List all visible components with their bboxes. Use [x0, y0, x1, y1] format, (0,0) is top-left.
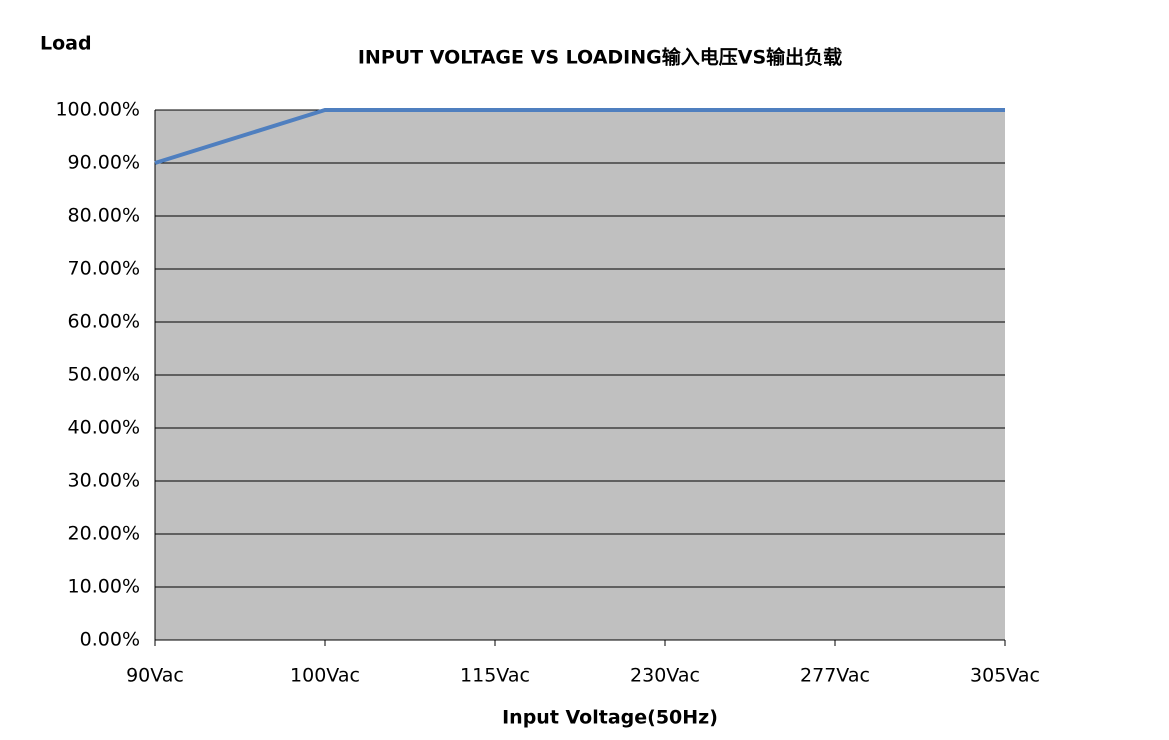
x-tick-label: 277Vac [800, 665, 870, 687]
y-tick-label: 0.00% [80, 629, 140, 651]
y-tick-label: 70.00% [68, 258, 140, 280]
y-tick-label: 60.00% [68, 311, 140, 333]
data-line [154, 108, 1005, 165]
y-tick-label: 100.00% [55, 99, 140, 121]
y-tick-label: 20.00% [68, 523, 140, 545]
x-tick-label: 230Vac [630, 665, 700, 687]
x-tick-label: 90Vac [126, 665, 184, 687]
x-axis-label: Input Voltage(50Hz) [502, 707, 718, 729]
y-tick-label: 10.00% [68, 576, 140, 598]
y-tick-label: 90.00% [68, 152, 140, 174]
y-tick-label: 50.00% [68, 364, 140, 386]
y-tick-label: 80.00% [68, 205, 140, 227]
x-tick-label: 100Vac [290, 665, 360, 687]
x-tick-label: 115Vac [460, 665, 530, 687]
y-tick-label: 40.00% [68, 417, 140, 439]
x-tick-label: 305Vac [970, 665, 1040, 687]
y-axis-label: Load [40, 33, 92, 55]
y-tick-label: 30.00% [68, 470, 140, 492]
chart-title: INPUT VOLTAGE VS LOADING输入电压VS输出负载 [358, 46, 842, 69]
